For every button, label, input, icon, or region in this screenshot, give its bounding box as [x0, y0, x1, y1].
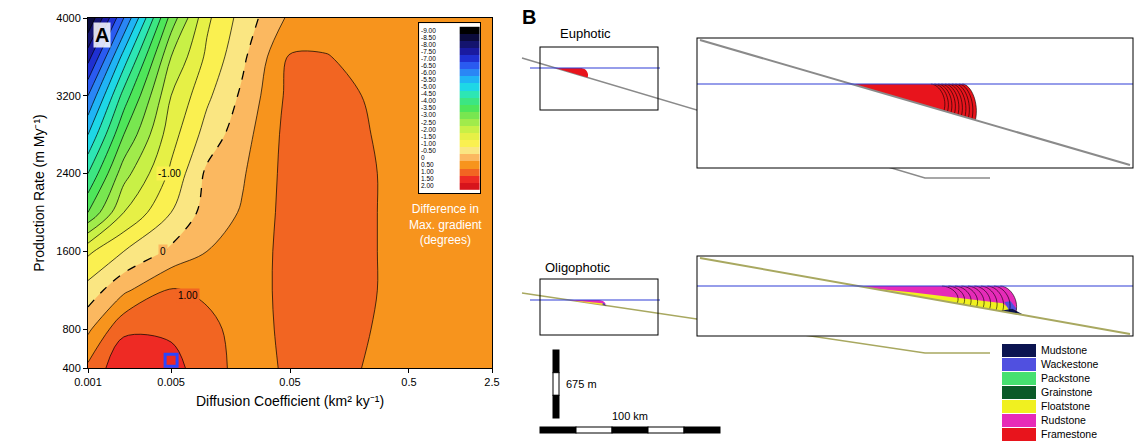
svg-text:Rudstone: Rudstone [1041, 414, 1086, 426]
svg-text:1.00: 1.00 [178, 290, 198, 301]
svg-text:Framestone: Framestone [1041, 428, 1097, 440]
svg-text:0.005: 0.005 [157, 376, 185, 388]
svg-text:0.001: 0.001 [74, 376, 102, 388]
svg-text:-4.00: -4.00 [421, 97, 436, 104]
svg-text:-1.00: -1.00 [421, 140, 436, 147]
svg-text:-0.50: -0.50 [421, 147, 436, 154]
svg-text:-1.50: -1.50 [421, 133, 436, 140]
svg-text:Floatstone: Floatstone [1041, 400, 1090, 412]
svg-text:800: 800 [62, 323, 80, 335]
svg-text:Wackestone: Wackestone [1041, 358, 1099, 370]
svg-text:0: 0 [160, 246, 166, 257]
svg-text:4000: 4000 [56, 12, 80, 24]
svg-text:-3.00: -3.00 [421, 111, 436, 118]
svg-text:-5.50: -5.50 [421, 76, 436, 83]
svg-text:-5.00: -5.00 [421, 83, 436, 90]
svg-text:0.05: 0.05 [279, 376, 300, 388]
svg-text:-8.50: -8.50 [421, 34, 436, 41]
svg-text:Mudstone: Mudstone [1041, 344, 1087, 356]
svg-text:-1.00: -1.00 [158, 168, 181, 179]
svg-text:-8.00: -8.00 [421, 41, 436, 48]
svg-text:B: B [522, 6, 536, 28]
svg-text:1.50: 1.50 [421, 175, 434, 182]
svg-text:Grainstone: Grainstone [1041, 386, 1093, 398]
svg-text:Packstone: Packstone [1041, 372, 1090, 384]
svg-text:-6.00: -6.00 [421, 69, 436, 76]
svg-text:-4.50: -4.50 [421, 90, 436, 97]
svg-text:3200: 3200 [56, 90, 80, 102]
svg-text:-3.50: -3.50 [421, 104, 436, 111]
svg-text:400: 400 [62, 362, 80, 374]
svg-text:Euphotic: Euphotic [560, 26, 611, 41]
svg-text:A: A [95, 24, 109, 46]
svg-text:675 m: 675 m [566, 378, 597, 390]
svg-text:2.5: 2.5 [484, 376, 499, 388]
svg-text:0: 0 [421, 154, 425, 161]
svg-text:-2.50: -2.50 [421, 119, 436, 126]
svg-text:-7.50: -7.50 [421, 48, 436, 55]
svg-text:Oligophotic: Oligophotic [545, 260, 611, 275]
svg-text:100 km: 100 km [612, 410, 648, 422]
svg-text:2400: 2400 [56, 167, 80, 179]
svg-text:0.5: 0.5 [401, 376, 416, 388]
svg-text:Difference inMax. gradient(deg: Difference inMax. gradient(degrees) [409, 202, 482, 247]
svg-text:1600: 1600 [56, 245, 80, 257]
svg-text:-2.00: -2.00 [421, 126, 436, 133]
svg-text:-6.50: -6.50 [421, 62, 436, 69]
svg-text:1.00: 1.00 [421, 168, 434, 175]
svg-text:Production Rate (m My⁻¹): Production Rate (m My⁻¹) [31, 114, 47, 271]
svg-text:0.50: 0.50 [421, 161, 434, 168]
svg-text:2.00: 2.00 [421, 182, 434, 189]
svg-text:Diffusion Coefficient (km² ky⁻: Diffusion Coefficient (km² ky⁻¹) [196, 393, 384, 409]
svg-text:-9.00: -9.00 [421, 27, 436, 34]
svg-text:-7.00: -7.00 [421, 55, 436, 62]
